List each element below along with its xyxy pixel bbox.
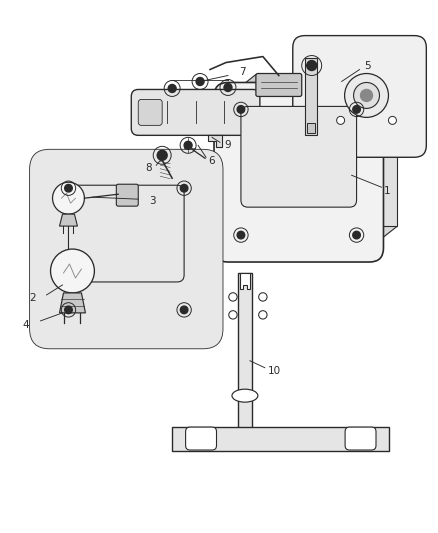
Circle shape (65, 306, 72, 314)
FancyBboxPatch shape (42, 161, 211, 337)
Polygon shape (305, 58, 317, 135)
Circle shape (50, 249, 95, 293)
Text: 4: 4 (22, 320, 29, 330)
Circle shape (345, 74, 389, 117)
Circle shape (389, 116, 396, 124)
Polygon shape (60, 293, 85, 313)
Circle shape (259, 293, 267, 301)
Text: 10: 10 (268, 366, 281, 376)
Polygon shape (238, 273, 252, 431)
Text: 3: 3 (149, 196, 155, 206)
FancyBboxPatch shape (214, 83, 384, 262)
Circle shape (353, 83, 379, 108)
FancyBboxPatch shape (186, 427, 216, 450)
Circle shape (157, 150, 167, 160)
Text: 1: 1 (384, 186, 391, 196)
FancyBboxPatch shape (256, 74, 302, 96)
Circle shape (237, 231, 245, 239)
Circle shape (224, 84, 232, 92)
Polygon shape (256, 75, 397, 226)
FancyBboxPatch shape (241, 107, 357, 207)
Text: 7: 7 (239, 67, 245, 77)
Circle shape (229, 293, 237, 301)
Polygon shape (240, 273, 250, 289)
FancyBboxPatch shape (131, 90, 260, 135)
FancyBboxPatch shape (30, 149, 223, 349)
Circle shape (168, 84, 176, 92)
Circle shape (337, 116, 345, 124)
Circle shape (196, 77, 204, 85)
Circle shape (259, 311, 267, 319)
FancyBboxPatch shape (345, 427, 376, 450)
FancyBboxPatch shape (117, 184, 138, 206)
Text: 8: 8 (145, 163, 152, 173)
Polygon shape (307, 123, 314, 133)
Circle shape (353, 231, 360, 239)
FancyBboxPatch shape (138, 100, 162, 125)
Text: 2: 2 (29, 293, 36, 303)
Circle shape (307, 61, 317, 70)
Text: 6: 6 (209, 156, 215, 166)
Ellipse shape (232, 389, 258, 402)
Circle shape (184, 141, 192, 149)
Circle shape (65, 184, 72, 192)
Polygon shape (370, 75, 397, 248)
Circle shape (229, 311, 237, 319)
Polygon shape (172, 426, 389, 450)
Circle shape (180, 306, 188, 314)
Circle shape (360, 90, 372, 101)
Circle shape (180, 184, 188, 192)
Polygon shape (60, 214, 78, 226)
FancyBboxPatch shape (68, 185, 184, 282)
Polygon shape (208, 135, 222, 147)
Polygon shape (228, 75, 397, 96)
FancyBboxPatch shape (293, 36, 426, 157)
Text: 5: 5 (364, 61, 371, 70)
Text: 9: 9 (225, 140, 231, 150)
Circle shape (353, 106, 360, 113)
Circle shape (53, 182, 85, 214)
Circle shape (237, 106, 245, 113)
